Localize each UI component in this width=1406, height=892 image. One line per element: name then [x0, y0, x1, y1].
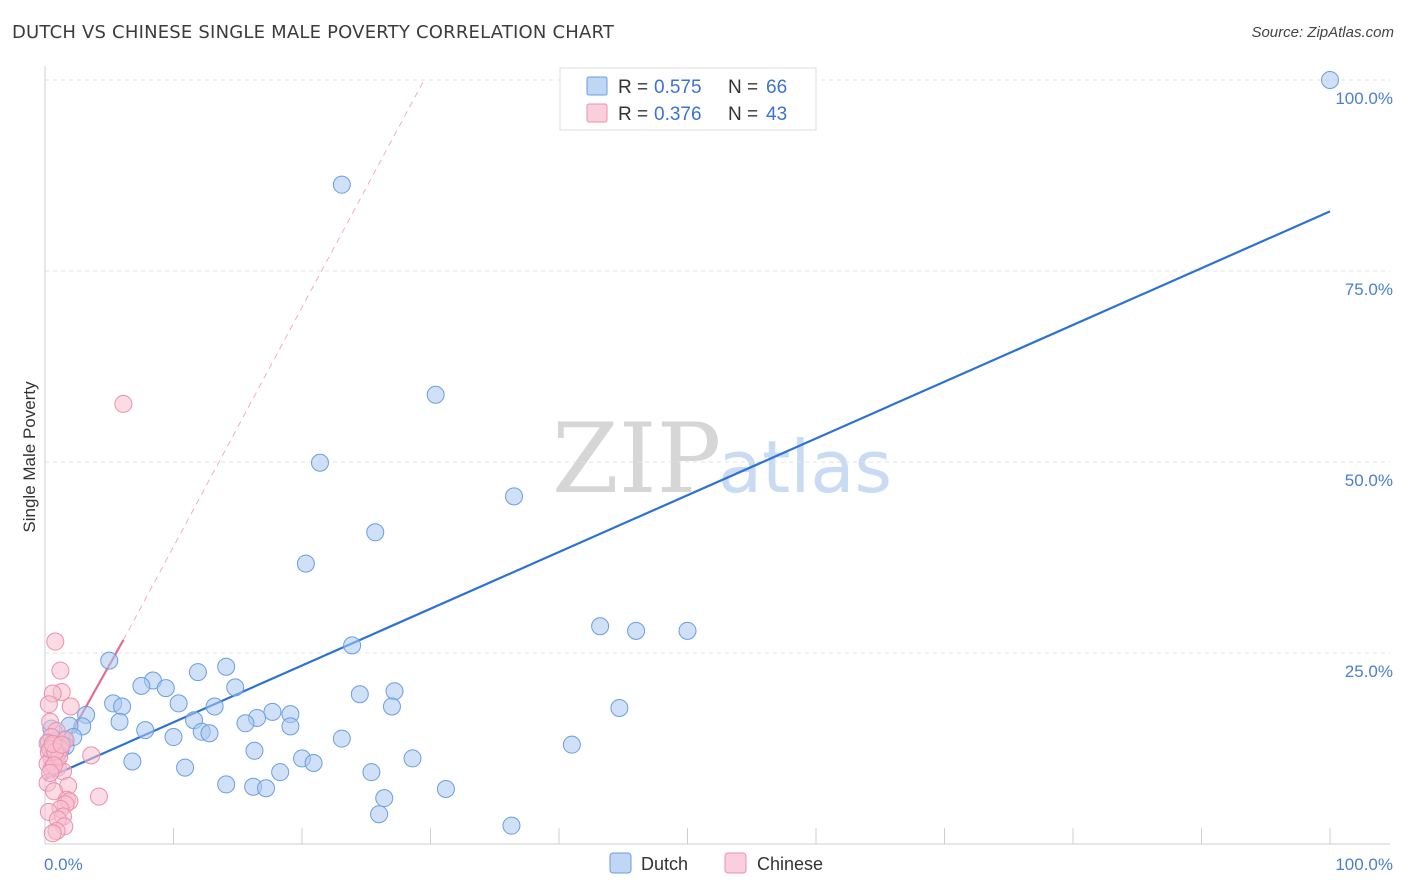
point-dutch-9 — [627, 621, 646, 640]
trend-line-dutch — [44, 210, 1331, 781]
point-dutch-12 — [100, 651, 119, 670]
axes — [44, 66, 1390, 845]
point-chinese-1 — [46, 632, 65, 651]
point-chinese-25 — [89, 787, 108, 806]
point-dutch-24 — [205, 697, 224, 716]
watermark-atlas: atlas — [718, 425, 892, 509]
y-tick-label-75: 75.0% — [1345, 280, 1393, 299]
point-dutch-53 — [176, 758, 195, 777]
point-dutch-27 — [263, 702, 282, 721]
legend-n-label-chinese: N = — [728, 104, 758, 125]
point-dutch-48 — [245, 741, 264, 760]
grid — [45, 79, 1390, 654]
point-chinese-5 — [39, 695, 58, 714]
point-dutch-58 — [257, 779, 276, 798]
y-tick-labels: 25.0% 50.0% 75.0% 100.0% — [1335, 89, 1393, 681]
point-dutch-2 — [332, 175, 351, 194]
chart-source: Source: ZipAtlas.com — [1251, 24, 1394, 41]
legend-n-label-dutch: N = — [728, 77, 758, 98]
point-dutch-17 — [156, 679, 175, 698]
point-dutch-8 — [591, 617, 610, 636]
point-dutch-52 — [123, 752, 142, 771]
x-tick-labels: 0.0% 100.0% — [44, 855, 1393, 874]
bottom-legend-swatch-dutch — [609, 852, 632, 874]
point-chinese-0 — [114, 394, 133, 413]
point-dutch-32 — [110, 712, 129, 731]
point-dutch-10 — [678, 621, 697, 640]
point-dutch-25 — [382, 697, 401, 716]
legend-n-value-dutch: 66 — [766, 77, 787, 98]
point-dutch-4 — [310, 453, 329, 472]
point-dutch-1 — [1321, 71, 1339, 89]
point-dutch-61 — [370, 805, 389, 824]
point-dutch-39 — [200, 724, 219, 743]
point-dutch-16 — [132, 676, 151, 695]
y-tick-label-50: 50.0% — [1345, 471, 1393, 490]
point-dutch-55 — [271, 763, 290, 782]
point-dutch-51 — [403, 749, 422, 768]
point-dutch-3 — [426, 385, 445, 404]
legend-swatch-dutch — [586, 76, 608, 96]
point-chinese-35 — [43, 824, 62, 843]
point-dutch-6 — [366, 523, 385, 542]
point-chinese-6 — [61, 697, 80, 716]
legend: R = 0.575 N = 66 R = 0.376 N = 43 — [559, 67, 817, 131]
bottom-legend-label-chinese: Chinese — [757, 854, 823, 874]
y-tick-label-100: 100.0% — [1335, 89, 1393, 108]
point-chinese-40 — [52, 735, 71, 754]
point-dutch-50 — [304, 754, 323, 773]
legend-r-value-chinese: 0.376 — [654, 104, 702, 125]
x-tick-label-100: 100.0% — [1335, 855, 1393, 874]
y-axis-label: Single Male Poverty — [20, 381, 39, 533]
chart-title: DUTCH VS CHINESE SINGLE MALE POVERTY COR… — [12, 22, 615, 43]
point-dutch-56 — [217, 775, 236, 794]
point-dutch-20 — [350, 685, 369, 704]
bottom-legend-label-dutch: Dutch — [641, 854, 688, 874]
watermark: ZIP atlas — [552, 403, 892, 515]
point-dutch-22 — [169, 694, 188, 713]
point-dutch-59 — [436, 779, 455, 798]
trend-extension-chinese — [122, 79, 425, 641]
legend-swatch-chinese — [586, 103, 608, 123]
point-chinese-2 — [51, 661, 70, 680]
point-dutch-7 — [296, 554, 315, 573]
point-chinese-15 — [82, 746, 101, 765]
point-dutch-19 — [385, 682, 404, 701]
point-dutch-18 — [226, 678, 245, 697]
watermark-zip: ZIP — [552, 403, 721, 515]
point-dutch-23 — [113, 697, 132, 716]
point-dutch-13 — [217, 657, 236, 676]
point-dutch-47 — [562, 735, 581, 754]
point-dutch-41 — [332, 729, 351, 748]
point-chinese-24 — [44, 782, 63, 801]
x-tick-label-0: 0.0% — [44, 855, 83, 874]
point-dutch-54 — [362, 763, 381, 782]
point-dutch-37 — [136, 721, 155, 740]
y-tick-label-25: 25.0% — [1345, 662, 1393, 681]
point-dutch-14 — [188, 663, 207, 682]
point-dutch-62 — [502, 816, 521, 835]
point-dutch-33 — [236, 714, 255, 733]
bottom-legend-swatch-chinese — [724, 852, 747, 874]
point-chinese-42 — [41, 763, 60, 782]
point-dutch-11 — [343, 636, 362, 655]
point-dutch-5 — [505, 487, 524, 506]
point-dutch-34 — [281, 717, 300, 736]
point-dutch-26 — [610, 699, 629, 718]
legend-r-label-chinese: R = — [618, 104, 648, 125]
point-dutch-60 — [375, 789, 394, 808]
legend-n-value-chinese: 43 — [766, 104, 787, 125]
bottom-legend: Dutch Chinese — [609, 852, 823, 874]
point-dutch-40 — [164, 728, 183, 747]
legend-r-label-dutch: R = — [618, 77, 648, 98]
legend-r-value-dutch: 0.575 — [654, 77, 702, 98]
